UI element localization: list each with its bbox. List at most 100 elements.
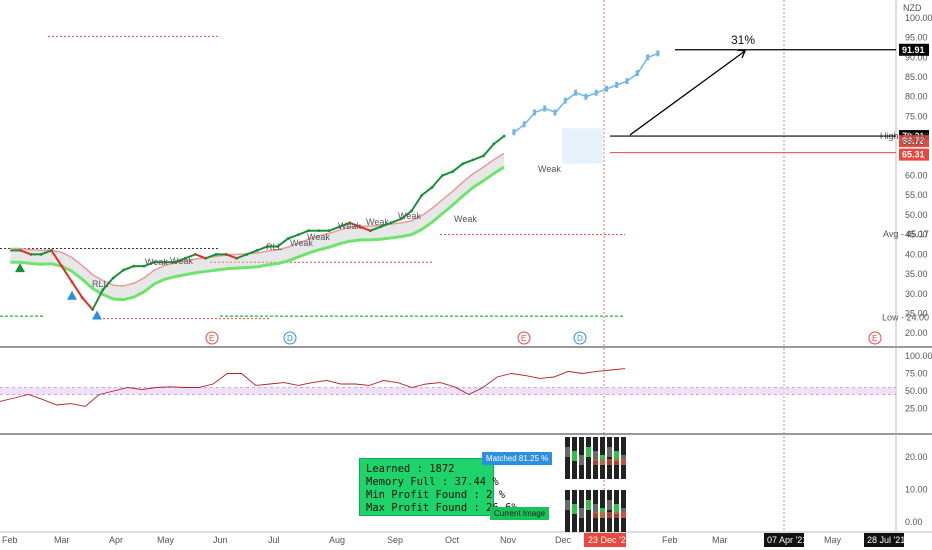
ma-band: [10, 153, 505, 300]
price-segment: [339, 221, 351, 228]
x-tick-label: Aug: [329, 535, 345, 545]
annotation-label: Weak: [307, 232, 330, 242]
price-segment: [297, 229, 309, 236]
projection-segment: [627, 72, 639, 82]
y-tick-label: 20.00: [905, 328, 928, 338]
pattern-cell: [593, 451, 598, 461]
x-tick-label: Feb: [662, 535, 678, 545]
entry-zone: [562, 128, 604, 164]
price-segment: [184, 253, 196, 260]
x-tick-label: 28 Jul '21: [867, 535, 905, 545]
x-tick-label: Jun: [213, 535, 228, 545]
projection-segment: [513, 123, 526, 133]
y-tick-label: 100.00: [905, 13, 932, 23]
y-tick-label: 45.00: [905, 230, 928, 240]
price-segment: [123, 265, 135, 272]
projection-label: 31%: [731, 33, 755, 47]
current-image-pill: Current Image: [490, 507, 550, 520]
annotation-label: Weak: [170, 256, 193, 266]
annotation-label: Weak: [454, 214, 477, 224]
projection-segment: [616, 80, 628, 86]
pattern-cell: [579, 508, 584, 518]
osc-line: [0, 368, 626, 407]
price-segment: [400, 210, 413, 220]
pattern-cell: [600, 512, 605, 518]
info-box: Learned : 1872 Memory Full : 37.44 % Min…: [359, 458, 518, 516]
price-segment: [143, 261, 155, 268]
info-min-profit: Min Profit Found : 2 %: [366, 489, 506, 501]
event-marker-label: E: [872, 334, 877, 343]
pattern-cell: [579, 455, 584, 465]
event-marker: [573, 331, 587, 345]
pattern-cell: [586, 500, 591, 510]
projection-segment: [575, 92, 587, 98]
x-tick-label: 07 Apr '21: [767, 535, 807, 545]
pattern-cell: [621, 459, 626, 465]
date-tag-bg: [584, 533, 626, 547]
date-tag-bg: [864, 533, 904, 547]
y-tick-label: 50.00: [905, 210, 928, 220]
pattern-cell: [607, 459, 612, 465]
info-memory: Memory Full : 37.44 %: [366, 476, 499, 488]
pattern-column: [607, 437, 612, 479]
price-segment: [20, 249, 32, 256]
pattern-cell: [607, 512, 612, 518]
price-segment: [287, 233, 299, 240]
annotation-label: Weak: [338, 221, 361, 231]
signal-triangle: [15, 263, 25, 273]
price-segment: [462, 158, 474, 165]
y-tick-label: 35.00: [905, 269, 928, 279]
annotation-label: Weak: [290, 238, 313, 248]
tag-red-level-bg: [899, 135, 929, 148]
tag-red-level2: 65.31: [902, 150, 925, 160]
tag-target: 91.91: [902, 45, 925, 55]
y-tick-label: 60.00: [905, 171, 928, 181]
pattern-column: [586, 437, 591, 479]
pattern-cell: [565, 500, 570, 510]
date-tag-bg: [764, 533, 804, 547]
event-marker-label: E: [521, 334, 526, 343]
x-tick-label: Mar: [54, 535, 70, 545]
pattern-cell: [607, 447, 612, 457]
info-learned: Learned : 1872: [366, 463, 455, 475]
projection-segment: [596, 88, 608, 94]
pattern-cell: [614, 504, 619, 514]
tag-avg: Avg - 45.17: [883, 229, 929, 239]
signal-triangle: [92, 310, 102, 320]
pattern-cell: [593, 459, 598, 465]
annotation-label: Weak: [398, 211, 421, 221]
event-marker: [205, 331, 219, 345]
projection-arrow-head: [736, 49, 746, 59]
price-segment: [441, 170, 454, 177]
x-tick-label: Nov: [500, 535, 517, 545]
y-tick-label: 80.00: [905, 92, 928, 102]
y-tick-label: 30.00: [905, 289, 928, 299]
annotation-label: Weak: [145, 257, 168, 267]
x-tick-label: 23 Dec '20: [588, 535, 631, 545]
price-segment: [390, 217, 402, 224]
event-marker: [283, 331, 297, 345]
event-marker-label: E: [209, 334, 214, 343]
price-segment: [410, 194, 423, 212]
projection-segment: [524, 111, 536, 125]
y-tick-label: 75.00: [905, 111, 928, 121]
ma-upper-line: [10, 152, 505, 287]
price-segment: [60, 265, 73, 283]
tag-red-level2-bg: [899, 148, 929, 161]
event-marker: [517, 331, 531, 345]
event-marker-label: D: [287, 334, 293, 343]
pattern-column: [565, 490, 570, 532]
projection-segment: [534, 107, 546, 114]
pattern-cell: [614, 512, 619, 518]
bottom-tick-label: 20.00: [905, 452, 928, 462]
pattern-cell: [614, 451, 619, 461]
y-tick-label: 90.00: [905, 52, 928, 62]
price-point: [502, 134, 506, 138]
osc-tick-label: 75.00: [905, 369, 928, 379]
price-segment: [256, 245, 268, 252]
price-segment: [482, 143, 495, 157]
price-segment: [349, 221, 361, 228]
tag-target-bg: [899, 43, 929, 56]
y-tick-label: 85.00: [905, 72, 928, 82]
